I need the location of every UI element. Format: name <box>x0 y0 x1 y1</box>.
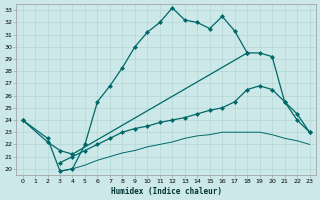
X-axis label: Humidex (Indice chaleur): Humidex (Indice chaleur) <box>111 187 221 196</box>
